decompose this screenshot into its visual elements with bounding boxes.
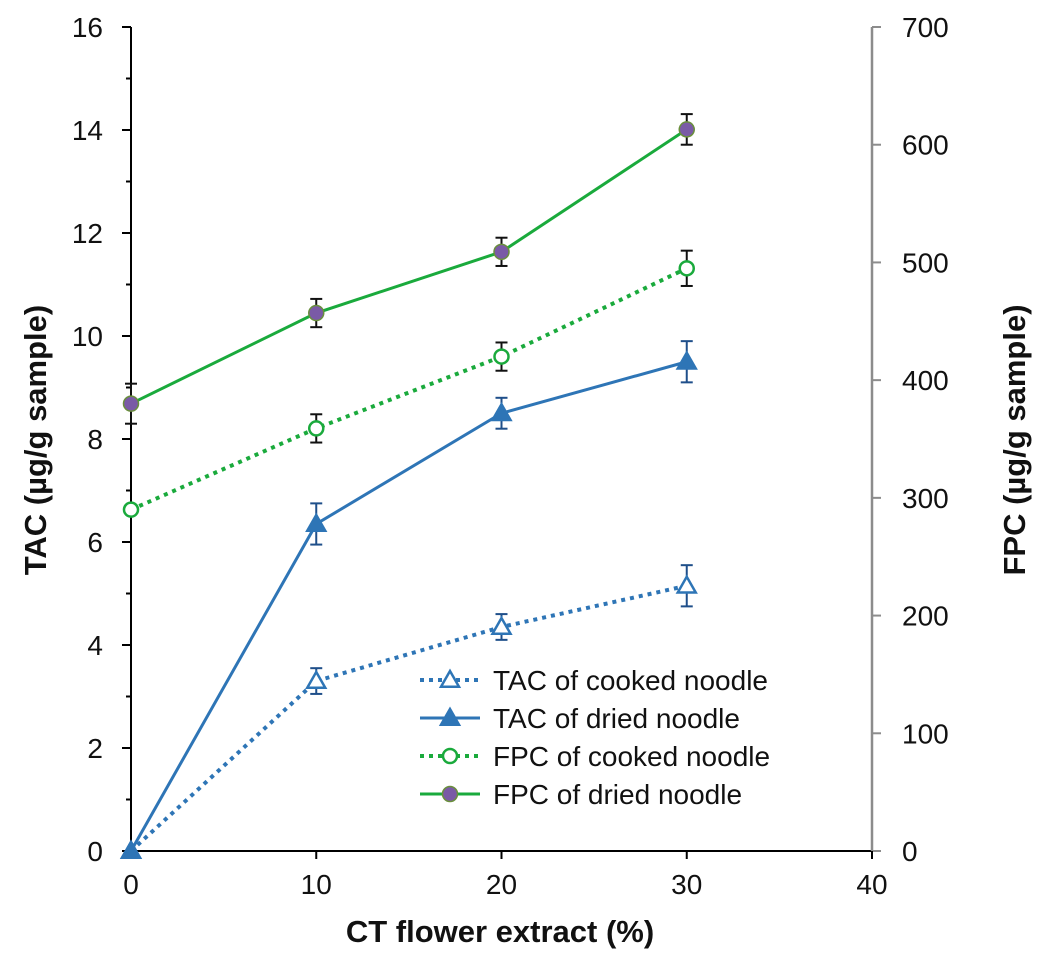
data-point-triangle — [119, 839, 143, 859]
y-left-tick-label: 6 — [87, 527, 103, 558]
data-point-circle — [678, 260, 695, 277]
series-line-4 — [130, 128, 688, 406]
data-point-triangle — [490, 401, 513, 422]
series-line-2 — [129, 360, 688, 852]
y-axis-left-title: TAC (µg/g sample) — [18, 305, 53, 575]
data-point-circle — [308, 420, 325, 437]
x-tick-label: 20 — [486, 869, 517, 900]
x-tick-label: 40 — [856, 869, 887, 900]
y-right-tick-label: 700 — [902, 12, 949, 43]
data-point-triangle — [490, 615, 513, 635]
y-right-tick-label: 0 — [902, 836, 918, 867]
y-left-tick-label: 4 — [87, 630, 103, 661]
data-point-triangle — [675, 350, 698, 370]
legend-marker-triangle — [438, 706, 462, 726]
x-tick-label: 10 — [301, 869, 332, 900]
data-point-triangle — [305, 512, 328, 532]
y-left-tick-label: 10 — [72, 321, 103, 352]
data-point-circle — [493, 243, 510, 261]
data-point-circle — [122, 395, 140, 412]
y-left-tick-label: 12 — [72, 218, 103, 249]
legend-marker-circle — [441, 747, 459, 765]
legend: TAC of cooked noodle TAC of dried noodle F… — [420, 665, 770, 810]
error-bars-layer — [125, 113, 693, 695]
markers-layer — [119, 121, 698, 859]
y-left-tick-label: 16 — [72, 12, 103, 43]
y-right-tick-label: 500 — [902, 247, 949, 278]
y-left-tick-label: 0 — [87, 836, 103, 867]
data-point-triangle — [675, 574, 698, 594]
data-point-triangle — [305, 669, 328, 690]
x-tick-label: 30 — [671, 869, 702, 900]
y-left-tick-label: 8 — [87, 424, 103, 455]
axes-layer: 0 2 4 6 8 10 12 14 16 0 100 200 300 400 500 600 700 0 10 20… — [72, 12, 949, 900]
data-point-circle — [678, 121, 695, 138]
y-right-tick-label: 300 — [902, 483, 949, 514]
y-right-tick-label: 100 — [902, 718, 949, 749]
data-point-circle — [493, 348, 510, 365]
data-point-circle — [122, 501, 140, 518]
legend-label-2: TAC of dried noodle — [493, 703, 740, 734]
legend-label-3: FPC of cooked noodle — [493, 741, 770, 772]
data-point-circle — [308, 304, 325, 322]
series-line-3 — [130, 266, 688, 512]
legend-marker-circle — [441, 785, 459, 803]
y-right-tick-label: 400 — [902, 365, 949, 396]
legend-label-4: FPC of dried noodle — [493, 779, 742, 810]
series-lines-layer — [129, 128, 688, 853]
x-tick-label: 0 — [123, 869, 139, 900]
legend-label-1: TAC of cooked noodle — [493, 665, 768, 696]
y-right-tick-label: 200 — [902, 601, 949, 632]
y-right-tick-label: 600 — [902, 130, 949, 161]
y-left-tick-label: 2 — [87, 733, 103, 764]
x-axis-title: CT flower extract (%) — [346, 914, 654, 949]
y-left-tick-label: 14 — [72, 115, 103, 146]
legend-marker-triangle — [438, 668, 462, 688]
y-axis-right-title: FPC (µg/g sample) — [997, 304, 1032, 575]
